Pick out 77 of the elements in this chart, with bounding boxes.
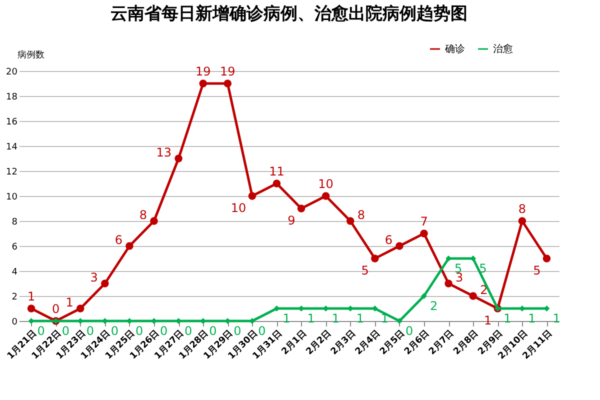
- y-axis-title: 病例数: [18, 50, 44, 60]
- y-tick-label: 8: [12, 218, 18, 228]
- y-tick-label: 4: [12, 268, 18, 278]
- data-label: 0: [135, 324, 144, 338]
- point: [346, 217, 354, 225]
- data-label: 2: [480, 283, 488, 297]
- data-label: 6: [114, 233, 122, 247]
- data-label: 19: [220, 64, 236, 78]
- data-label: 1: [66, 296, 74, 310]
- point: [76, 304, 84, 312]
- point: [272, 180, 281, 188]
- legend-label: 确诊: [444, 43, 465, 55]
- point: [126, 242, 134, 250]
- point: [444, 280, 452, 288]
- data-label: 5: [479, 262, 487, 276]
- data-label: 1: [484, 314, 492, 328]
- data-label: 0: [37, 324, 45, 338]
- data-label: 0: [86, 324, 94, 338]
- point: [248, 192, 256, 200]
- point: [469, 292, 477, 300]
- data-label: 1: [528, 312, 536, 326]
- data-label: 10: [318, 177, 334, 191]
- data-label: 1: [552, 312, 560, 326]
- data-label: 5: [533, 264, 541, 278]
- point: [224, 80, 232, 88]
- y-tick-label: 0: [12, 318, 18, 328]
- chart-title: 云南省每日新增确诊病例、治愈出院病例趋势图: [110, 4, 468, 24]
- data-label: 9: [288, 214, 296, 228]
- data-label: 0: [62, 324, 70, 338]
- y-tick-label: 20: [6, 68, 18, 78]
- point: [518, 217, 526, 225]
- y-tick-label: 10: [6, 192, 18, 202]
- point: [174, 154, 182, 162]
- y-tick-label: 18: [6, 92, 18, 102]
- point: [420, 230, 428, 238]
- data-label: 11: [269, 164, 284, 178]
- point: [371, 254, 379, 262]
- point: [199, 80, 207, 88]
- y-tick-label: 16: [6, 118, 18, 128]
- y-tick-label: 14: [6, 142, 18, 152]
- data-label: 0: [405, 324, 414, 338]
- data-label: 1: [307, 312, 315, 326]
- data-label: 0: [209, 324, 217, 338]
- legend-label: 治愈: [493, 43, 513, 55]
- point: [101, 280, 109, 288]
- data-label: 7: [420, 214, 428, 228]
- point: [322, 192, 330, 200]
- data-label: 1: [332, 312, 340, 326]
- data-label: 0: [52, 302, 60, 316]
- data-label: 8: [357, 208, 366, 222]
- data-label: 5: [361, 264, 369, 278]
- y-tick-label: 12: [6, 168, 18, 178]
- data-label: 2: [430, 299, 438, 313]
- point: [542, 254, 551, 262]
- data-label: 8: [518, 202, 526, 216]
- data-label: 10: [230, 201, 246, 215]
- data-label: 0: [234, 324, 242, 338]
- point: [150, 217, 158, 225]
- data-label: 1: [27, 290, 36, 304]
- data-label: 1: [356, 312, 364, 326]
- data-label: 13: [156, 146, 172, 160]
- data-label: 1: [504, 312, 512, 326]
- y-tick-label: 6: [12, 242, 18, 252]
- data-label: 6: [384, 233, 392, 247]
- point: [396, 242, 404, 250]
- data-label: 19: [195, 64, 211, 78]
- y-tick-label: 2: [12, 292, 18, 302]
- data-label: 0: [160, 324, 168, 338]
- data-label: 0: [110, 324, 119, 338]
- data-label: 0: [258, 324, 266, 338]
- data-label: 1: [282, 312, 290, 326]
- data-label: 0: [184, 324, 192, 338]
- data-label: 8: [139, 208, 147, 222]
- data-label: 3: [90, 270, 98, 284]
- point: [396, 318, 402, 324]
- point: [297, 204, 306, 212]
- point: [27, 304, 36, 312]
